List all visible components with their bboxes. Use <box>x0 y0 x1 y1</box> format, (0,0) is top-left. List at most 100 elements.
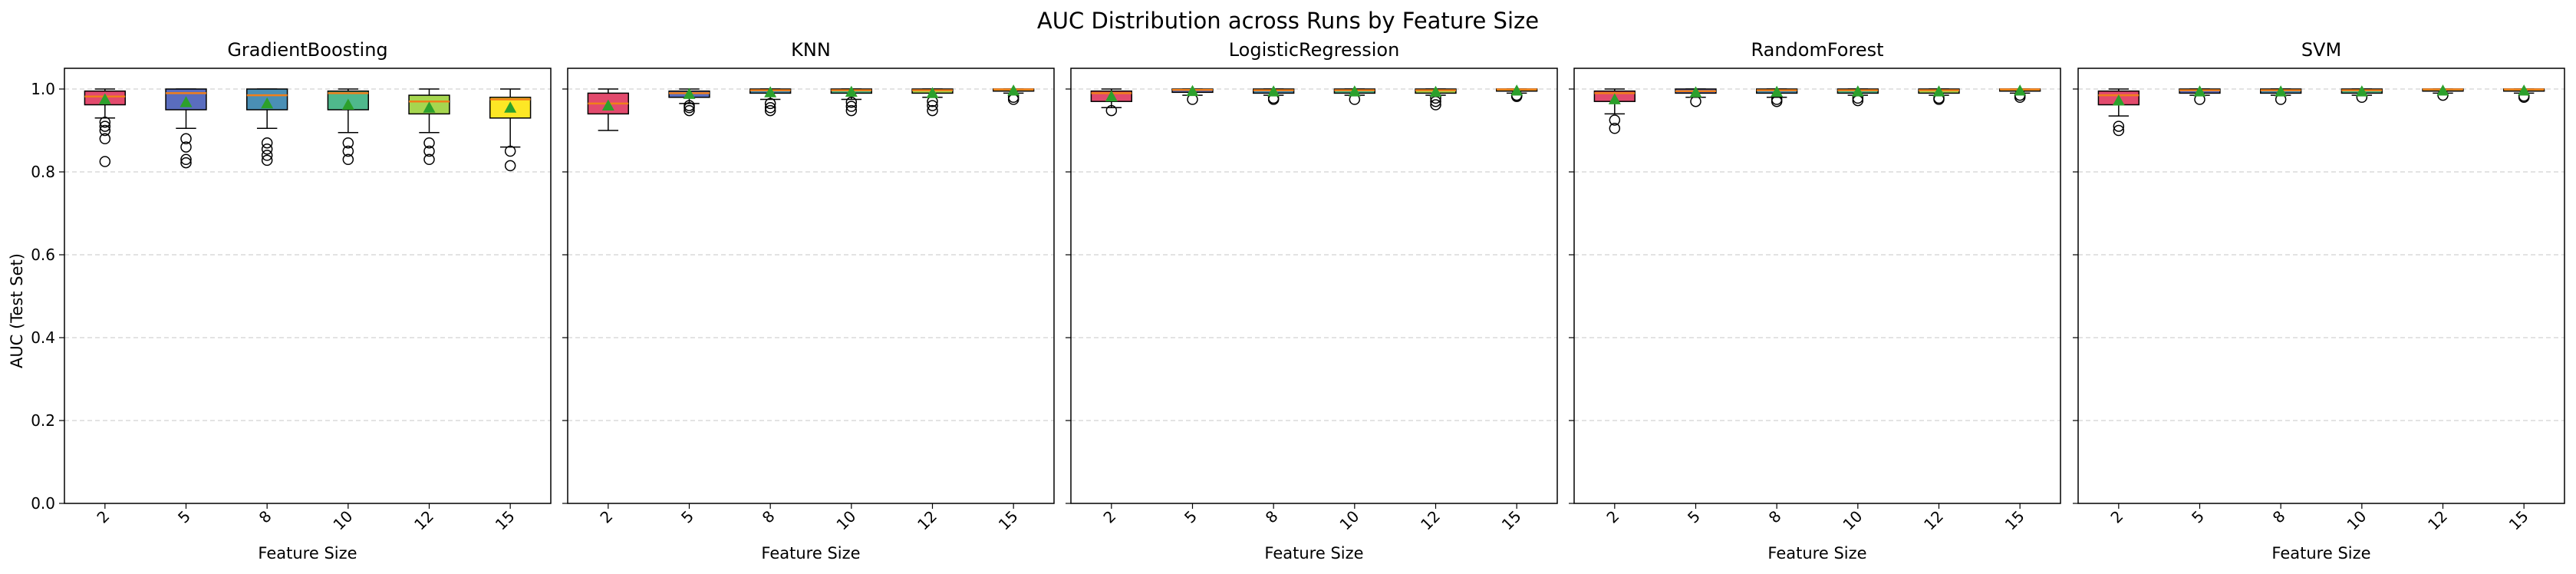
mean-marker <box>341 98 354 110</box>
x-tick-label: 2 <box>596 507 616 527</box>
mean-marker <box>261 97 274 109</box>
box-2 <box>84 88 126 167</box>
outlier-point <box>1609 114 1621 126</box>
outlier-point <box>99 124 111 137</box>
figure-suptitle: AUC Distribution across Runs by Feature … <box>1037 8 1539 34</box>
mean-marker <box>1851 85 1864 97</box>
x-tick-label: 8 <box>1262 507 1282 527</box>
box-12 <box>1918 85 1960 105</box>
mean-marker <box>2436 84 2449 96</box>
outlier-point <box>99 133 111 145</box>
x-tick-label: 2 <box>1099 507 1119 527</box>
x-tick-label: 10 <box>1336 507 1362 534</box>
x-tick-label: 5 <box>1684 507 1704 527</box>
outlier-point <box>1105 104 1118 117</box>
x-axis-label: Feature Size <box>1767 544 1866 562</box>
x-tick-label: 15 <box>492 507 519 534</box>
axes-frame <box>64 68 552 504</box>
x-tick-label: 5 <box>2188 507 2208 527</box>
box-8 <box>1756 85 1798 107</box>
outlier-point <box>504 160 516 172</box>
box-8 <box>749 86 792 117</box>
mean-marker <box>1510 84 1524 96</box>
mean-marker <box>1689 86 1702 97</box>
y-tick-label: 0.0 <box>31 494 55 513</box>
box-12 <box>1415 85 1457 111</box>
subplot-logisticregression: 2 5 8 10 12 15 LogisticRegression Feature Size <box>1066 39 1558 562</box>
subplot-title: KNN <box>791 39 831 61</box>
box-2 <box>587 88 630 131</box>
outlier-point <box>423 145 435 157</box>
mean-marker <box>504 101 517 113</box>
x-tick-label: 12 <box>1417 507 1444 534</box>
outlier-point <box>99 120 111 132</box>
box-10 <box>1836 85 1879 107</box>
outlier-point <box>845 101 858 112</box>
x-tick-label: 15 <box>2505 507 2532 534</box>
mean-marker <box>1105 90 1118 102</box>
x-tick-label: 10 <box>832 507 859 534</box>
outlier-point <box>99 156 111 167</box>
outlier-point <box>180 141 192 153</box>
subplot-title: LogisticRegression <box>1229 39 1400 61</box>
mean-marker <box>1608 93 1621 104</box>
subplot-title: RandomForest <box>1751 39 1883 61</box>
outlier-point <box>180 157 192 169</box>
x-tick-label: 12 <box>410 507 437 534</box>
mean-marker <box>2014 84 2027 96</box>
x-tick-label: 12 <box>914 507 940 534</box>
box-15 <box>489 88 532 172</box>
box-15 <box>1496 84 1538 102</box>
box-15 <box>2503 84 2545 104</box>
x-tick-label: 5 <box>677 507 697 527</box>
outlier-point <box>261 144 273 155</box>
axes-frame <box>2077 68 2565 504</box>
outlier-point <box>845 97 858 108</box>
x-tick-label: 15 <box>2001 507 2028 534</box>
mean-marker <box>2193 85 2206 97</box>
mean-marker <box>1932 85 1945 97</box>
x-tick-label: 8 <box>1765 507 1785 527</box>
outlier-point <box>261 154 273 167</box>
mean-marker <box>1007 84 1020 96</box>
subplot-gradientboosting: 0.0 0.2 0.4 0.6 0.8 1.0 2 5 8 10 12 15 GradientBoost… <box>31 39 552 562</box>
mean-marker <box>423 101 436 113</box>
outlier-point <box>180 153 192 166</box>
y-tick-label: 0.6 <box>31 246 55 264</box>
x-tick-label: 8 <box>255 507 275 527</box>
mean-marker <box>601 99 614 111</box>
x-tick-label: 5 <box>174 507 194 527</box>
subplot-panels: 0.0 0.2 0.4 0.6 0.8 1.0 2 5 8 10 12 15 GradientBoost… <box>31 39 2565 562</box>
mean-marker <box>1429 85 1442 97</box>
outlier-point <box>764 97 776 110</box>
mean-marker <box>2518 84 2531 96</box>
x-tick-label: 2 <box>93 507 113 527</box>
box-12 <box>408 88 450 166</box>
x-tick-label: 5 <box>1181 507 1201 527</box>
outlier-point <box>845 104 858 117</box>
outlier-point <box>1690 95 1701 107</box>
box-10 <box>2340 85 2383 104</box>
outlier-point <box>684 104 695 117</box>
outlier-point <box>423 137 435 149</box>
box-5 <box>2179 85 2221 105</box>
outlier-point <box>764 104 776 117</box>
mean-marker <box>2112 94 2125 106</box>
outlier-point <box>261 137 273 149</box>
outlier-point <box>342 153 354 166</box>
box-5 <box>1171 84 1214 105</box>
box-8 <box>2260 85 2302 105</box>
mean-marker <box>1771 85 1784 97</box>
outlier-point <box>1430 99 1441 111</box>
subplot-title: SVM <box>2301 39 2341 61</box>
x-axis-label: Feature Size <box>2271 544 2370 562</box>
mean-marker <box>683 87 696 99</box>
outlier-point <box>1852 94 1864 107</box>
subplot-svm: 2 5 8 10 12 15 SVM Feature Size <box>2073 39 2565 562</box>
y-tick-label: 0.8 <box>31 163 55 181</box>
y-tick-label: 1.0 <box>31 80 55 98</box>
outlier-point <box>261 150 273 161</box>
x-tick-label: 8 <box>759 507 779 527</box>
mean-marker <box>2275 85 2288 97</box>
x-tick-label: 2 <box>2107 507 2126 527</box>
